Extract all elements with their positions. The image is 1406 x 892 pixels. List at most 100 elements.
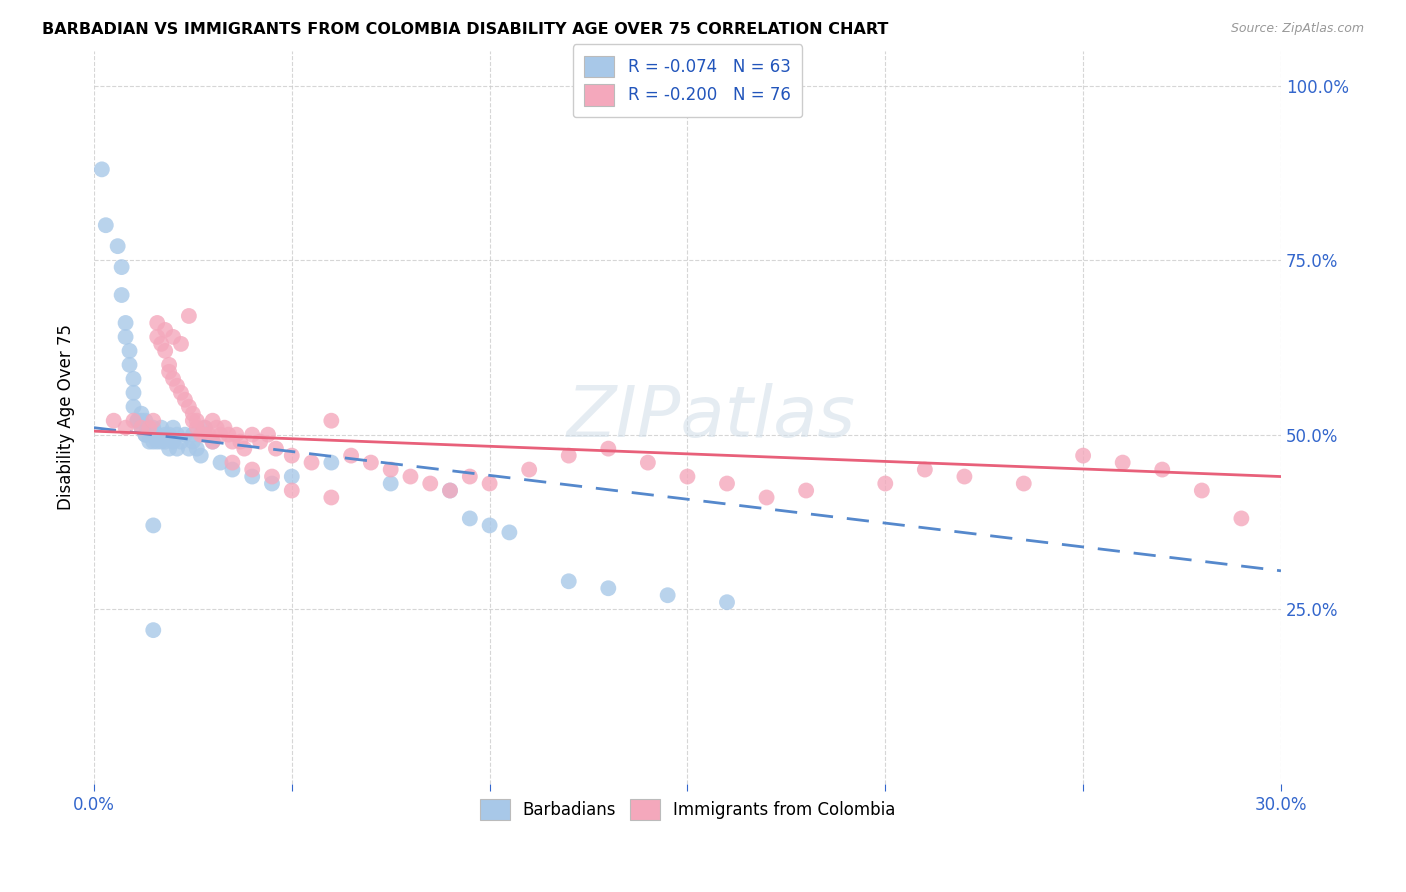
Point bbox=[118, 343, 141, 358]
Point bbox=[399, 469, 422, 483]
Point bbox=[755, 491, 778, 505]
Point bbox=[439, 483, 461, 498]
Point bbox=[517, 462, 540, 476]
Point bbox=[157, 365, 180, 379]
Point bbox=[249, 434, 271, 449]
Point bbox=[177, 309, 200, 323]
Point bbox=[181, 407, 204, 421]
Point bbox=[181, 427, 204, 442]
Point bbox=[197, 427, 219, 442]
Point bbox=[321, 491, 343, 505]
Point bbox=[676, 469, 699, 483]
Text: ZIPatlas: ZIPatlas bbox=[567, 383, 856, 451]
Point bbox=[134, 427, 156, 442]
Point bbox=[146, 330, 169, 344]
Point bbox=[114, 420, 136, 434]
Point bbox=[153, 427, 176, 442]
Point bbox=[257, 427, 280, 442]
Point bbox=[162, 330, 184, 344]
Point bbox=[157, 442, 180, 456]
Point bbox=[170, 385, 193, 400]
Point bbox=[150, 420, 173, 434]
Point bbox=[90, 162, 112, 177]
Point bbox=[201, 414, 224, 428]
Point bbox=[233, 442, 256, 456]
Point bbox=[142, 623, 165, 637]
Point bbox=[380, 476, 402, 491]
Point bbox=[221, 456, 243, 470]
Point bbox=[201, 434, 224, 449]
Point bbox=[321, 414, 343, 428]
Point bbox=[1152, 462, 1174, 476]
Point bbox=[142, 518, 165, 533]
Point bbox=[190, 449, 212, 463]
Point bbox=[240, 462, 263, 476]
Point bbox=[875, 476, 897, 491]
Point bbox=[458, 469, 481, 483]
Point bbox=[162, 434, 184, 449]
Point bbox=[716, 476, 738, 491]
Point bbox=[558, 449, 581, 463]
Point bbox=[170, 434, 193, 449]
Point bbox=[146, 427, 169, 442]
Point bbox=[131, 420, 153, 434]
Point bbox=[138, 420, 160, 434]
Point bbox=[142, 420, 165, 434]
Point bbox=[131, 407, 153, 421]
Point bbox=[122, 372, 145, 386]
Point bbox=[111, 260, 134, 274]
Point bbox=[181, 434, 204, 449]
Point bbox=[240, 469, 263, 483]
Point bbox=[205, 420, 228, 434]
Point bbox=[260, 469, 283, 483]
Point bbox=[458, 511, 481, 525]
Point bbox=[122, 385, 145, 400]
Point bbox=[174, 427, 197, 442]
Point bbox=[340, 449, 363, 463]
Point bbox=[174, 392, 197, 407]
Text: BARBADIAN VS IMMIGRANTS FROM COLOMBIA DISABILITY AGE OVER 75 CORRELATION CHART: BARBADIAN VS IMMIGRANTS FROM COLOMBIA DI… bbox=[42, 22, 889, 37]
Point bbox=[657, 588, 679, 602]
Point bbox=[142, 434, 165, 449]
Point bbox=[1230, 511, 1253, 525]
Point bbox=[153, 323, 176, 337]
Point bbox=[281, 483, 304, 498]
Point bbox=[107, 239, 129, 253]
Point bbox=[953, 469, 976, 483]
Point bbox=[598, 581, 620, 595]
Point bbox=[360, 456, 382, 470]
Point bbox=[150, 337, 173, 351]
Point bbox=[214, 420, 236, 434]
Point bbox=[221, 434, 243, 449]
Point bbox=[162, 420, 184, 434]
Point bbox=[114, 316, 136, 330]
Point bbox=[111, 288, 134, 302]
Point bbox=[186, 420, 208, 434]
Point bbox=[157, 358, 180, 372]
Point bbox=[138, 427, 160, 442]
Point bbox=[114, 330, 136, 344]
Point bbox=[138, 434, 160, 449]
Point bbox=[146, 316, 169, 330]
Point bbox=[1191, 483, 1213, 498]
Point bbox=[217, 427, 239, 442]
Point bbox=[122, 400, 145, 414]
Point bbox=[794, 483, 817, 498]
Point bbox=[264, 442, 287, 456]
Point bbox=[301, 456, 323, 470]
Y-axis label: Disability Age Over 75: Disability Age Over 75 bbox=[58, 324, 75, 510]
Point bbox=[166, 379, 188, 393]
Point bbox=[209, 427, 232, 442]
Point bbox=[498, 525, 520, 540]
Point bbox=[419, 476, 441, 491]
Point bbox=[209, 456, 232, 470]
Point bbox=[260, 476, 283, 491]
Point bbox=[598, 442, 620, 456]
Point bbox=[157, 427, 180, 442]
Point bbox=[131, 420, 153, 434]
Point bbox=[177, 400, 200, 414]
Point bbox=[1012, 476, 1035, 491]
Point bbox=[221, 462, 243, 476]
Point bbox=[240, 427, 263, 442]
Point bbox=[225, 427, 247, 442]
